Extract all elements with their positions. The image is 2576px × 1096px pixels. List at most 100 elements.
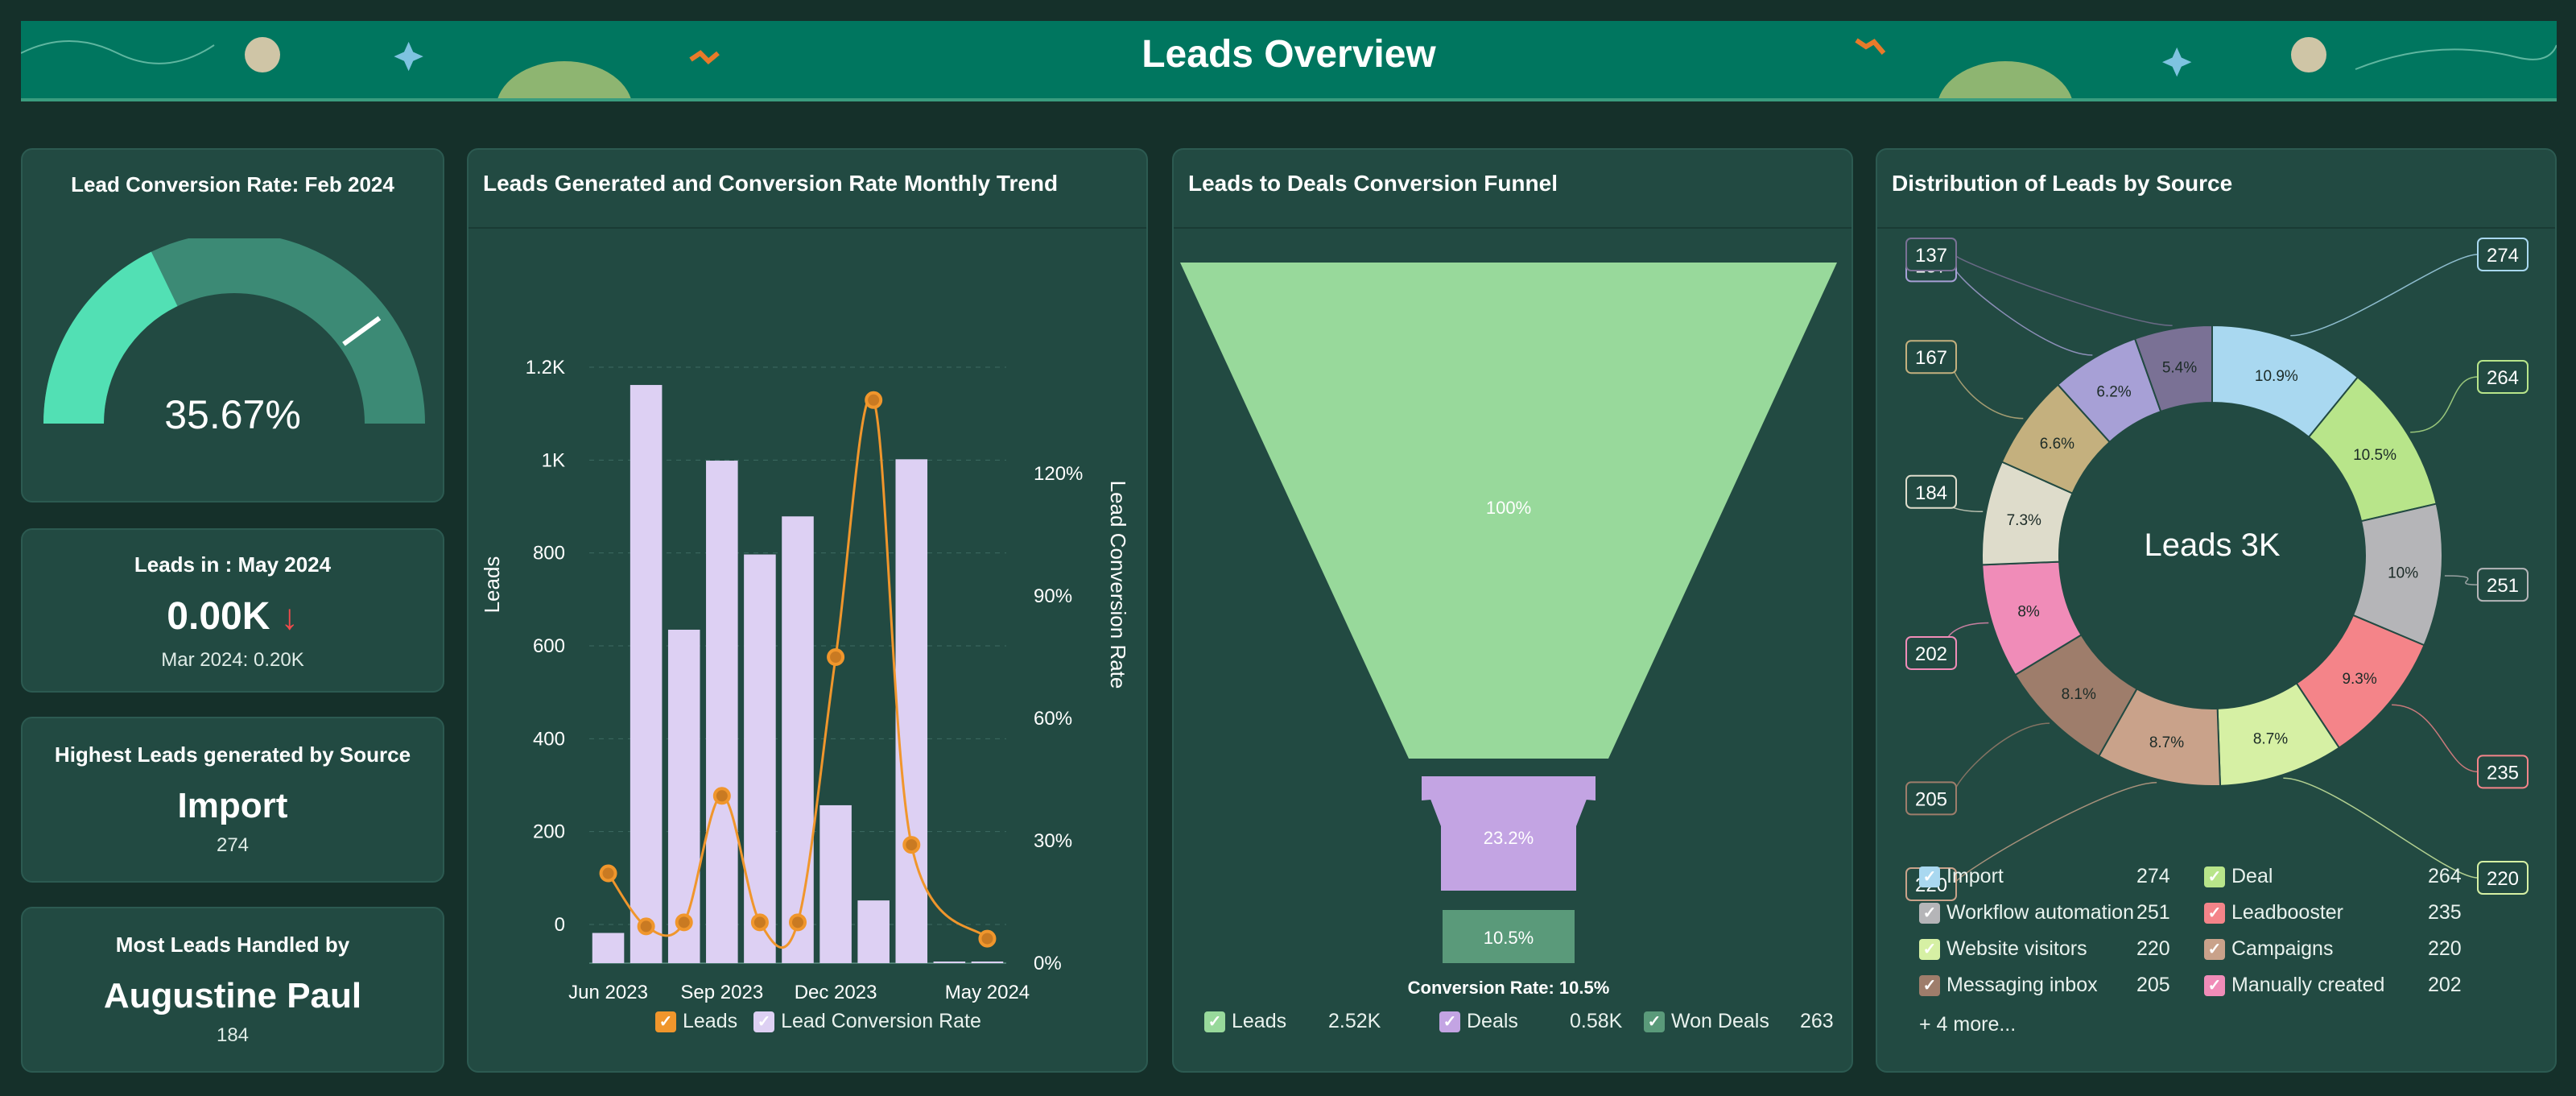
trend-bar[interactable]: [933, 962, 966, 963]
header-decoration: [21, 37, 2557, 98]
trend-x-tick: May 2024: [945, 982, 1030, 1003]
donut-value-label: 184: [1915, 482, 1947, 504]
trend-y2-tick: 30%: [1034, 830, 1072, 852]
donut-value-callout: [2477, 238, 2529, 271]
leads-in-card: Leads in : May 2024 0.00K ↓ Mar 2024: 0.…: [21, 528, 444, 693]
trend-bar[interactable]: [895, 459, 928, 963]
donut-legend-item[interactable]: ✓ Workflow automation 251: [1919, 901, 2170, 924]
trend-x-tick: Dec 2023: [795, 982, 877, 1003]
funnel-pct-won: 10.5%: [1484, 928, 1534, 948]
donut-legend-name: Deal: [2231, 865, 2273, 887]
trend-bar[interactable]: [630, 385, 663, 963]
donut-leader-line: [1954, 254, 2173, 326]
conversion-rate-value: 35.67%: [164, 392, 301, 437]
check-icon[interactable]: ✓: [2204, 902, 2225, 924]
trend-rate-point[interactable]: [902, 836, 921, 854]
leads-in-value: 0.00K: [167, 595, 270, 638]
donut-slice-percent: 5.4%: [2162, 359, 2197, 376]
donut-value-callout: [1905, 781, 1957, 816]
donut-legend-item[interactable]: ✓ Manually created 202: [2204, 974, 2462, 997]
top-source-value: Import: [177, 786, 288, 825]
top-source-card: Highest Leads generated by Source Import…: [21, 717, 444, 883]
trend-bar[interactable]: [667, 629, 700, 963]
donut-legend-value: 235: [2428, 901, 2462, 924]
funnel-chart-card: Leads to Deals Conversion Funnel 100% 23…: [1172, 148, 1853, 1073]
trend-legend-rate: Lead Conversion Rate: [781, 1010, 981, 1032]
trend-rate-point[interactable]: [712, 787, 731, 805]
donut-slice-percent: 7.3%: [2007, 512, 2041, 529]
trend-bar[interactable]: [782, 516, 814, 963]
check-icon[interactable]: ✓: [1204, 1011, 1225, 1032]
conversion-gauge: [43, 238, 425, 424]
trend-rate-point[interactable]: [637, 917, 655, 936]
check-icon[interactable]: ✓: [1919, 974, 1940, 996]
check-icon[interactable]: ✓: [1919, 902, 1940, 924]
top-handler-label: Most Leads Handled by: [115, 933, 350, 957]
trend-legend-leads: Leads: [683, 1010, 738, 1032]
donut-leader-line: [1951, 356, 2024, 420]
donut-legend-name: Website visitors: [1946, 937, 2087, 960]
check-icon[interactable]: ✓: [1439, 1011, 1460, 1032]
donut-legend-item[interactable]: ✓ Deal 264: [2204, 865, 2462, 888]
trend-rate-point[interactable]: [865, 391, 883, 409]
donut-value-callout: [1905, 635, 1957, 670]
check-icon[interactable]: ✓: [753, 1011, 775, 1032]
donut-value-label: 202: [1915, 643, 1947, 665]
trend-bar[interactable]: [706, 461, 738, 963]
donut-leader-line: [1954, 781, 2157, 885]
trend-y2-tick: 120%: [1034, 463, 1083, 485]
donut-legend-item[interactable]: ✓ Campaigns 220: [2204, 937, 2462, 961]
donut-legend-value: 220: [2136, 937, 2170, 960]
donut-value-label: 167: [1915, 347, 1947, 369]
donut-legend-name: Leadbooster: [2231, 901, 2344, 924]
check-icon[interactable]: ✓: [2204, 974, 2225, 996]
trend-rate-point[interactable]: [599, 864, 617, 883]
donut-slice-percent: 10%: [2388, 565, 2418, 581]
trend-bar[interactable]: [819, 804, 852, 963]
trend-y-tick: 400: [533, 728, 565, 750]
check-icon[interactable]: ✓: [1919, 938, 1940, 960]
check-icon[interactable]: ✓: [1919, 866, 1940, 887]
trend-bar[interactable]: [744, 554, 776, 963]
trend-rate-point[interactable]: [675, 913, 693, 932]
funnel-legend: ✓ Leads 2.52K ✓ Deals 0.58K ✓ Won Deals …: [1204, 1010, 1834, 1033]
funnel-legend-leads: Leads: [1232, 1010, 1287, 1032]
funnel-chart-title: Leads to Deals Conversion Funnel: [1188, 171, 1558, 196]
trend-bar[interactable]: [971, 962, 1004, 963]
donut-chart-card: Distribution of Leads by Source 274 264 25…: [1876, 148, 2557, 1073]
donut-legend-value: 264: [2428, 865, 2462, 887]
donut-legend-name: Workflow automation: [1946, 901, 2134, 924]
donut-value-callout: [2477, 568, 2529, 602]
donut-legend-item[interactable]: ✓ Import 274: [1919, 865, 2170, 888]
header-banner: Leads Overview: [21, 21, 2557, 101]
check-icon[interactable]: ✓: [2204, 866, 2225, 887]
donut-legend-item[interactable]: ✓ Website visitors 220: [1919, 937, 2170, 961]
trend-rate-point[interactable]: [978, 929, 997, 948]
top-handler-value: Augustine Paul: [103, 976, 362, 1015]
donut-legend-item[interactable]: ✓ Messaging inbox 205: [1919, 974, 2170, 997]
trend-rate-point[interactable]: [789, 913, 807, 932]
donut-legend-more[interactable]: + 4 more...: [1919, 1013, 2017, 1036]
gauge-fill: [43, 251, 178, 424]
donut-legend-item[interactable]: ✓ Leadbooster 235: [2204, 901, 2462, 924]
trend-legend: ✓ Leads ✓ Lead Conversion Rate: [655, 1010, 981, 1033]
check-icon[interactable]: ✓: [655, 1011, 676, 1032]
donut-value-callout: [2477, 755, 2529, 789]
trend-rate-point[interactable]: [827, 648, 845, 666]
trend-bar[interactable]: [592, 933, 625, 963]
donut-legend-name: Import: [1946, 865, 2004, 887]
donut-slice-percent: 6.6%: [2040, 436, 2074, 453]
trend-bar[interactable]: [857, 900, 890, 963]
trend-y-tick: 200: [533, 821, 565, 843]
donut-slice[interactable]: [2133, 324, 2213, 413]
donut-value-label: 220: [2487, 868, 2519, 890]
donut-slice-percent: 9.3%: [2342, 671, 2376, 688]
trend-rate-point[interactable]: [750, 913, 769, 932]
trend-y-axis-label: Leads: [480, 556, 504, 614]
trend-y-tick: 600: [533, 635, 565, 657]
donut-center-label: Leads 3K: [2144, 527, 2280, 563]
trend-x-tick: Jun 2023: [568, 982, 648, 1003]
leads-in-value-row: 0.00K ↓: [23, 594, 443, 639]
check-icon[interactable]: ✓: [2204, 938, 2225, 960]
check-icon[interactable]: ✓: [1644, 1011, 1665, 1032]
